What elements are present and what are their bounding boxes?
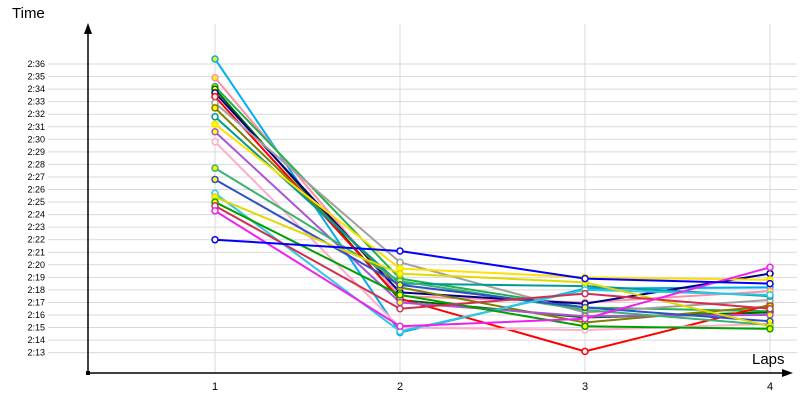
y-tick-label: 2:15 bbox=[27, 323, 45, 333]
data-point-blue-2-lap-2 bbox=[396, 281, 404, 289]
y-tick-label: 2:20 bbox=[27, 260, 45, 270]
data-point-green-2-lap-1 bbox=[211, 164, 219, 172]
data-point-magenta-lap-1 bbox=[211, 207, 219, 215]
x-tick-label: 2 bbox=[397, 381, 403, 393]
series-line-magenta bbox=[214, 209, 771, 328]
y-tick-label: 2:16 bbox=[27, 310, 45, 320]
data-point-salmon-lap-1 bbox=[211, 74, 219, 82]
data-point-gray-lap-2 bbox=[396, 258, 404, 267]
data-point-yellow-2-lap-2 bbox=[396, 269, 404, 278]
y-axis-title: Time bbox=[12, 5, 45, 22]
y-tick-label: 2:36 bbox=[27, 59, 45, 69]
y-tick-label: 2:31 bbox=[27, 122, 45, 132]
data-point-navy-lap-4 bbox=[766, 269, 774, 278]
y-axis-arrow-icon bbox=[84, 23, 92, 34]
y-tick-label: 2:35 bbox=[27, 72, 45, 82]
data-point-violet-lap-1 bbox=[211, 128, 219, 136]
series-line-violet bbox=[214, 130, 771, 318]
y-tick-label: 2:25 bbox=[27, 197, 45, 207]
x-axis-title: Laps bbox=[752, 351, 785, 368]
y-tick-label: 2:23 bbox=[27, 222, 45, 232]
data-point-red-2-lap-2 bbox=[396, 304, 404, 313]
series-line-blue-2 bbox=[214, 178, 771, 323]
data-point-olive-lap-1 bbox=[211, 104, 219, 112]
data-point-teal-lap-1 bbox=[211, 112, 219, 121]
y-tick-label: 2:27 bbox=[27, 172, 45, 182]
x-axis-arrow-icon bbox=[782, 369, 793, 377]
data-point-magenta-lap-2 bbox=[396, 322, 404, 331]
series-line-teal bbox=[214, 115, 771, 298]
y-tick-label: 2:34 bbox=[27, 84, 45, 94]
y-tick-label: 2:30 bbox=[27, 134, 45, 144]
axis-origin-marker bbox=[86, 371, 90, 375]
data-point-violet-lap-2 bbox=[396, 298, 404, 307]
series-line-salmon bbox=[214, 76, 771, 304]
data-point-magenta-lap-4 bbox=[766, 263, 774, 272]
data-point-red-2-lap-3 bbox=[581, 289, 589, 298]
series-line-yellow bbox=[214, 123, 771, 281]
y-tick-label: 2:24 bbox=[27, 210, 45, 220]
series-line-dark-green bbox=[214, 88, 771, 319]
x-tick-label: 4 bbox=[767, 381, 773, 393]
data-point-sky-blue-lap-1 bbox=[211, 55, 219, 63]
y-tick-label: 2:22 bbox=[27, 235, 45, 245]
series-line-red-2 bbox=[214, 204, 771, 310]
data-point-magenta-lap-3 bbox=[581, 315, 589, 323]
y-tick-label: 2:28 bbox=[27, 159, 45, 169]
y-tick-label: 2:19 bbox=[27, 272, 45, 282]
data-point-red-lap-1 bbox=[211, 92, 219, 101]
y-tick-label: 2:33 bbox=[27, 97, 45, 107]
data-point-green-3-lap-4 bbox=[766, 325, 774, 333]
data-point-blue-2-lap-3 bbox=[581, 303, 589, 312]
data-point-blue-3-lap-1 bbox=[211, 235, 219, 244]
x-tick-label: 1 bbox=[212, 381, 218, 393]
data-point-yellow-lap-1 bbox=[211, 120, 219, 128]
y-tick-label: 2:18 bbox=[27, 285, 45, 295]
data-point-violet-lap-4 bbox=[766, 311, 774, 319]
series-line-blue-3 bbox=[214, 238, 771, 285]
series-line-green-3 bbox=[214, 201, 771, 330]
data-point-red-2-lap-4 bbox=[766, 304, 774, 313]
y-tick-label: 2:29 bbox=[27, 147, 45, 157]
data-point-blue-3-lap-4 bbox=[766, 279, 774, 288]
y-tick-label: 2:21 bbox=[27, 247, 45, 257]
data-point-blue-3-lap-2 bbox=[396, 247, 404, 255]
y-tick-label: 2:17 bbox=[27, 297, 45, 307]
data-point-green-3-lap-3 bbox=[581, 322, 589, 331]
series-line-navy bbox=[214, 91, 771, 305]
x-tick-label: 3 bbox=[582, 381, 588, 393]
y-tick-label: 2:13 bbox=[27, 348, 45, 358]
data-point-light-pink-lap-1 bbox=[211, 138, 219, 146]
series-line-gray bbox=[214, 101, 771, 314]
y-tick-label: 2:26 bbox=[27, 185, 45, 195]
data-point-blue-2-lap-1 bbox=[211, 175, 219, 184]
y-tick-label: 2:14 bbox=[27, 335, 45, 345]
data-point-blue-3-lap-3 bbox=[581, 274, 589, 283]
y-tick-label: 2:32 bbox=[27, 109, 45, 119]
data-point-green-3-lap-2 bbox=[396, 291, 404, 299]
data-point-red-lap-3 bbox=[581, 347, 589, 356]
series-line-yellow-2 bbox=[214, 196, 771, 328]
data-point-cyan-lap-4 bbox=[766, 291, 774, 299]
